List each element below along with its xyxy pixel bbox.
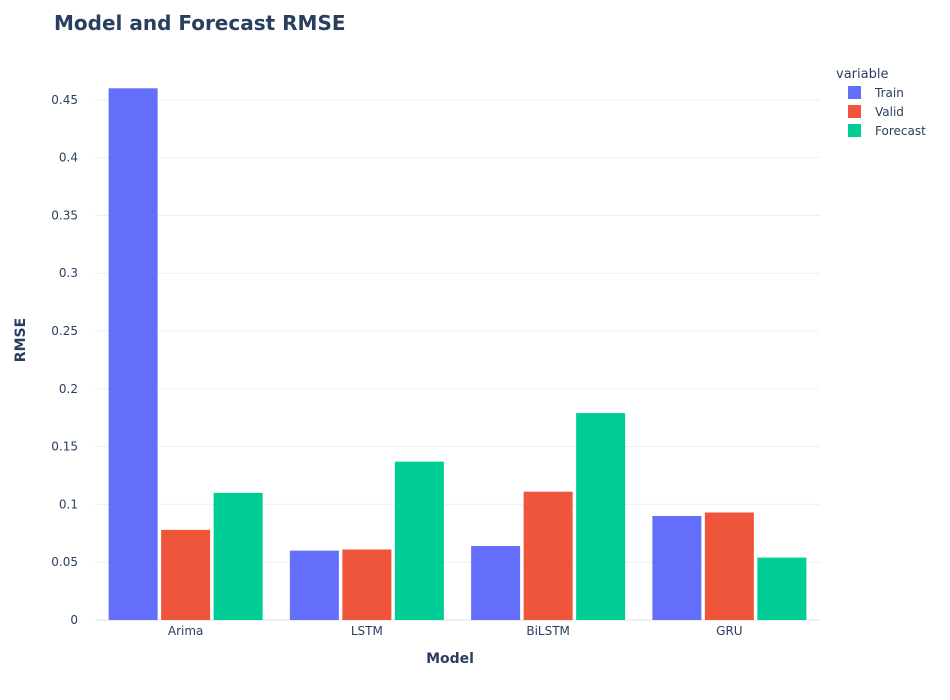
bar-valid-arima[interactable] bbox=[161, 529, 211, 620]
legend-title: variable bbox=[836, 67, 888, 82]
y-tick-label: 0.3 bbox=[59, 266, 78, 280]
x-tick-label: BiLSTM bbox=[526, 624, 570, 638]
x-tick-label: LSTM bbox=[351, 624, 383, 638]
y-tick-label: 0.2 bbox=[59, 382, 78, 396]
legend-swatch bbox=[848, 124, 861, 137]
bar-valid-bilstm[interactable] bbox=[523, 491, 573, 620]
x-tick-label: GRU bbox=[716, 624, 742, 638]
x-axis-title: Model bbox=[426, 651, 474, 667]
bar-forecast-gru[interactable] bbox=[757, 557, 807, 620]
y-tick-label: 0.4 bbox=[59, 151, 78, 165]
legend-item-forecast[interactable]: Forecast bbox=[848, 124, 926, 138]
bar-valid-lstm[interactable] bbox=[342, 549, 392, 620]
bars bbox=[108, 88, 807, 621]
legend-label: Valid bbox=[875, 105, 904, 119]
y-tick-label: 0.35 bbox=[51, 208, 78, 222]
bar-forecast-bilstm[interactable] bbox=[576, 413, 626, 620]
chart-title: Model and Forecast RMSE bbox=[54, 11, 346, 35]
legend-item-train[interactable]: Train bbox=[848, 86, 904, 100]
y-axis-title: RMSE bbox=[13, 318, 29, 362]
x-axis-ticks: Arima LSTM BiLSTM GRU bbox=[168, 624, 743, 638]
bar-forecast-arima[interactable] bbox=[213, 492, 263, 620]
y-tick-label: 0.1 bbox=[59, 497, 78, 511]
legend-swatch bbox=[848, 86, 861, 99]
bar-train-gru[interactable] bbox=[652, 515, 702, 620]
y-axis-ticks: 0 0.05 0.1 0.15 0.2 0.25 0.3 0.35 0.4 0.45 bbox=[51, 93, 78, 627]
bar-train-arima[interactable] bbox=[108, 88, 158, 621]
x-tick-label: Arima bbox=[168, 624, 204, 638]
bar-valid-gru[interactable] bbox=[704, 512, 754, 620]
y-tick-label: 0.15 bbox=[51, 440, 78, 454]
y-tick-label: 0 bbox=[70, 613, 78, 627]
y-tick-label: 0.25 bbox=[51, 324, 78, 338]
bar-train-bilstm[interactable] bbox=[471, 546, 521, 620]
y-tick-label: 0.45 bbox=[51, 93, 78, 107]
bar-forecast-lstm[interactable] bbox=[394, 461, 444, 620]
legend-items[interactable]: Train Valid Forecast bbox=[848, 86, 926, 138]
y-tick-label: 0.05 bbox=[51, 555, 78, 569]
legend-label: Forecast bbox=[875, 124, 926, 138]
bar-train-lstm[interactable] bbox=[289, 550, 339, 620]
legend-swatch bbox=[848, 105, 861, 118]
legend[interactable]: variable Train Valid Forecast bbox=[836, 67, 926, 138]
legend-item-valid[interactable]: Valid bbox=[848, 105, 904, 119]
legend-label: Train bbox=[874, 86, 904, 100]
